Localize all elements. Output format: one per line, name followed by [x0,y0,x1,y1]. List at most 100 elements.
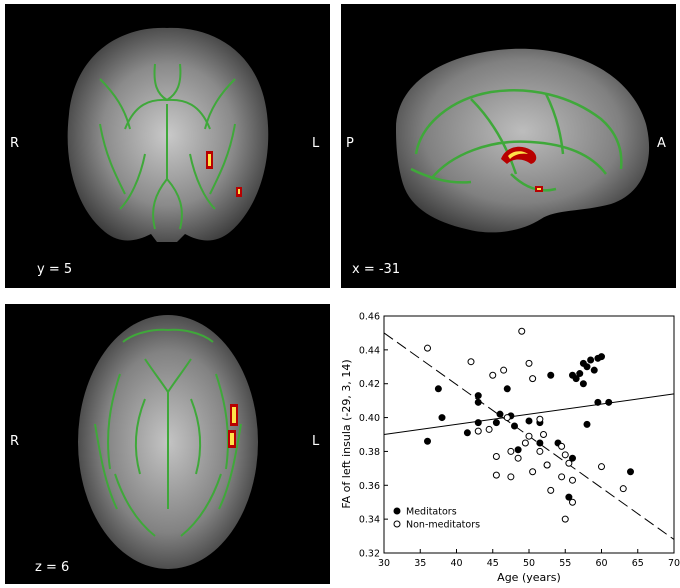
non-meditator-point [569,476,576,484]
meditator-point [525,417,533,425]
sagittal-brain-image [396,48,650,233]
meditator-point [627,468,634,476]
y-axis-ticks: 0.32 0.34 0.36 0.38 0.40 0.42 0.44 0.46 [359,312,388,560]
meditator-point [590,366,598,374]
coronal-tract-skeleton [99,63,236,230]
y-tick-label: 0.32 [359,549,380,560]
y-axis-label: FA of left insula (-29, 3, 14) [340,359,353,508]
non-meditator-point [525,359,533,367]
meditator-point [547,371,555,379]
non-meditator-point [525,432,533,440]
meditator-point [474,419,482,427]
coronal-coordinate-label: y = 5 [37,262,73,277]
non-meditator-point [619,485,627,493]
meditator-point [598,353,605,361]
non-meditator-point [518,327,526,335]
x-tick-label: 70 [668,558,680,569]
non-meditator-point [598,463,605,471]
x-tick-label: 65 [632,558,644,569]
non-meditator-point [561,515,569,523]
non-meditator-point [514,454,522,462]
axial-brain-image [78,315,258,569]
x-tick-label: 55 [559,558,571,569]
meditator-point [503,385,511,393]
x-tick-label: 60 [595,558,607,569]
non-meditator-point [507,473,515,481]
meditator-point [594,398,602,406]
data-points [424,327,634,523]
meditator-point [587,356,595,364]
non-meditator-point [540,431,547,438]
non-meditator-point [467,358,475,366]
axial-slice-panel: R L z = 6 [5,304,330,584]
axial-left-orientation-label: R [10,434,20,449]
x-tick-label: 30 [378,558,390,569]
meditator-point [514,446,522,454]
meditator-point [463,429,471,437]
meditator-point [605,398,613,406]
non-meditator-point [558,442,566,450]
meditator-point [474,398,482,406]
meditator-point [583,420,591,428]
coronal-left-orientation-label: R [10,136,20,151]
legend: Meditators Non-meditators [393,507,480,531]
x-tick-label: 40 [450,558,462,569]
axial-right-orientation-label: L [312,434,320,449]
x-tick-label: 50 [523,558,535,569]
meditator-point [492,419,500,427]
meditator-point [511,422,518,430]
non-meditator-point [424,344,431,352]
sagittal-coordinate-label: x = -31 [352,262,401,277]
non-meditator-point [500,366,508,374]
non-meditator-point [489,371,497,379]
meditator-point [438,414,446,422]
coronal-brain-image [67,27,269,242]
non-meditator-point [565,459,573,467]
meditator-point [576,370,584,378]
x-axis-label: Age (years) [497,571,561,584]
x-axis-ticks: 30 35 40 45 50 55 60 65 70 [378,549,680,569]
non-meditator-point [529,468,537,476]
non-meditator-point [474,427,482,435]
axial-cluster [228,404,238,448]
y-tick-label: 0.42 [359,379,380,390]
non-meditator-point [492,453,500,461]
legend-non-meditators-label: Non-meditators [406,520,480,531]
coronal-slice-panel: R L y = 5 [5,4,330,288]
meditator-point [424,437,431,445]
sagittal-right-orientation-label: A [657,136,666,151]
non-meditator-point [536,447,544,455]
sagittal-left-orientation-label: P [346,136,354,151]
non-meditator-point [485,425,493,433]
y-tick-label: 0.40 [359,413,380,424]
legend-meditators-marker [393,507,401,515]
legend-meditators-label: Meditators [406,507,457,518]
meditator-point [572,375,580,383]
x-tick-label: 35 [414,558,426,569]
sagittal-tract-skeleton [410,89,623,192]
meditator-point [579,380,587,388]
y-tick-label: 0.36 [359,481,380,492]
axial-coordinate-label: z = 6 [35,560,70,575]
non-meditator-point [561,451,569,459]
meditator-point [569,454,576,462]
non-meditator-point [521,439,529,447]
sagittal-slice-panel: P A x = -31 [341,4,676,288]
non-meditator-point [569,498,576,506]
non-meditator-point [543,461,551,469]
non-meditator-point [507,447,515,455]
sagittal-cluster [501,146,543,192]
non-meditator-point [558,473,566,481]
y-tick-label: 0.46 [359,312,380,323]
meditator-point [565,493,573,501]
meditator-point [536,439,544,447]
meditator-point [434,385,442,393]
x-tick-label: 45 [487,558,499,569]
coronal-right-orientation-label: L [312,136,320,151]
non-meditator-point [503,414,511,422]
legend-non-meditators-marker [393,520,401,528]
age-fa-scatter-plot: 30 35 40 45 50 55 60 65 70 0.320.340.360.380.400… [340,312,680,585]
meditator-point [474,392,482,400]
axial-tract-skeleton [94,328,242,537]
meditator-point [583,363,591,371]
